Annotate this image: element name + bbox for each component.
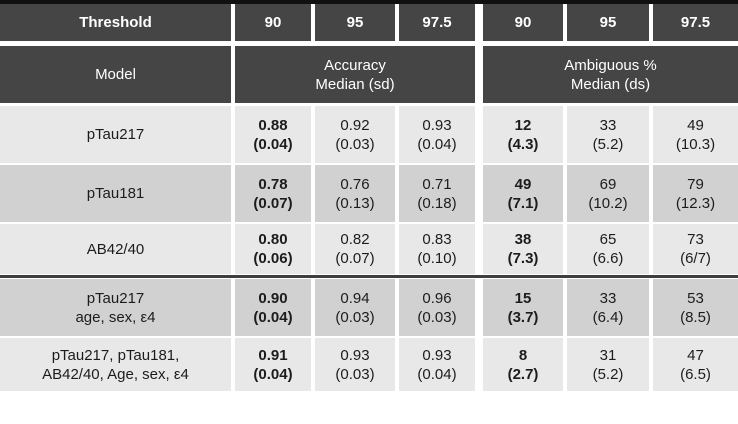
data-cell: 0.71 (0.18) xyxy=(399,165,475,222)
data-cell: 53 (8.5) xyxy=(653,279,738,336)
data-cell: 12 (4.3) xyxy=(483,106,563,163)
data-cell: 38 (7.3) xyxy=(483,224,563,274)
data-cell: 0.88 (0.04) xyxy=(235,106,311,163)
ambiguous-group-header: Ambiguous % Median (ds) xyxy=(483,46,738,103)
data-cell: 69 (10.2) xyxy=(567,165,649,222)
row-gap xyxy=(0,222,738,224)
data-cell: 79 (12.3) xyxy=(653,165,738,222)
data-cell: 0.82 (0.07) xyxy=(315,224,395,274)
model-cell: pTau217 xyxy=(0,106,231,163)
data-cell: 0.91 (0.04) xyxy=(235,338,311,391)
model-name: AB42/40, Age, sex, ε4 xyxy=(42,365,189,383)
row-gap xyxy=(0,103,738,106)
data-cell: 33 (6.4) xyxy=(567,279,649,336)
threshold-header-label: Threshold xyxy=(0,4,231,41)
data-cell: 73 (6/7) xyxy=(653,224,738,274)
data-cell: 0.93 (0.03) xyxy=(315,338,395,391)
data-cell: 0.94 (0.03) xyxy=(315,279,395,336)
model-name: pTau181 xyxy=(86,185,145,202)
model-cell: AB42/40 xyxy=(0,224,231,274)
data-cell: 0.78 (0.07) xyxy=(235,165,311,222)
table-top-border xyxy=(0,0,738,4)
section-separator xyxy=(0,274,738,279)
accuracy-group-header: Accuracy Median (sd) xyxy=(235,46,475,103)
model-cell: pTau181 xyxy=(0,165,231,222)
data-cell: 0.92 (0.03) xyxy=(315,106,395,163)
accuracy-group-line2: Median (sd) xyxy=(315,75,395,93)
threshold-header-row: Threshold 90 95 97.5 90 95 97.5 xyxy=(0,4,738,41)
table-row-ptau217-covariates: pTau217 age, sex, ε4 0.90 (0.04) 0.94 (0.0… xyxy=(0,279,738,336)
data-cell: 65 (6.6) xyxy=(567,224,649,274)
results-table: Threshold 90 95 97.5 90 95 97.5 Model Ac… xyxy=(0,0,738,391)
data-cell: 0.83 (0.10) xyxy=(399,224,475,274)
data-cell: 15 (3.7) xyxy=(483,279,563,336)
accuracy-group-line1: Accuracy xyxy=(324,56,386,74)
threshold-col-header: 97.5 xyxy=(399,4,475,41)
model-cell: pTau217, pTau181, AB42/40, Age, sex, ε4 xyxy=(0,338,231,391)
row-gap xyxy=(0,336,738,338)
data-cell: 49 (7.1) xyxy=(483,165,563,222)
data-cell: 49 (10.3) xyxy=(653,106,738,163)
threshold-col-header: 97.5 xyxy=(653,4,738,41)
model-header-label: Model xyxy=(0,46,231,103)
row-gap xyxy=(0,163,738,165)
ambiguous-group-line2: Median (ds) xyxy=(570,75,651,93)
data-cell: 47 (6.5) xyxy=(653,338,738,391)
data-cell: 0.93 (0.04) xyxy=(399,338,475,391)
data-cell: 0.93 (0.04) xyxy=(399,106,475,163)
data-cell: 0.90 (0.04) xyxy=(235,279,311,336)
table-row-combined-panel: pTau217, pTau181, AB42/40, Age, sex, ε4 … xyxy=(0,338,738,391)
model-cell: pTau217 age, sex, ε4 xyxy=(0,279,231,336)
threshold-col-header: 90 xyxy=(235,4,311,41)
model-name: pTau217, pTau181, xyxy=(51,346,180,364)
threshold-col-header: 90 xyxy=(483,4,563,41)
threshold-col-header: 95 xyxy=(567,4,649,41)
table-row-ab4240: AB42/40 0.80 (0.06) 0.82 (0.07) 0.83 (0.10)… xyxy=(0,224,738,274)
data-cell: 0.96 (0.03) xyxy=(399,279,475,336)
table-row-ptau217: pTau217 0.88 (0.04) 0.92 (0.03) 0.93 (0.04)… xyxy=(0,106,738,163)
data-cell: 33 (5.2) xyxy=(567,106,649,163)
threshold-col-header: 95 xyxy=(315,4,395,41)
data-cell: 8 (2.7) xyxy=(483,338,563,391)
data-cell: 0.76 (0.13) xyxy=(315,165,395,222)
header-gap xyxy=(0,41,738,46)
table-row-ptau181: pTau181 0.78 (0.07) 0.76 (0.13) 0.71 (0.18)… xyxy=(0,165,738,222)
model-name: age, sex, ε4 xyxy=(75,308,156,326)
data-cell: 0.80 (0.06) xyxy=(235,224,311,274)
model-name: AB42/40 xyxy=(86,240,145,258)
model-name: pTau217 xyxy=(86,126,145,143)
section-separator-line xyxy=(0,275,738,278)
group-header-row: Model Accuracy Median (sd) Ambiguous % M… xyxy=(0,46,738,103)
data-cell: 31 (5.2) xyxy=(567,338,649,391)
ambiguous-group-line1: Ambiguous % xyxy=(564,56,657,74)
model-name: pTau217 xyxy=(86,289,145,307)
